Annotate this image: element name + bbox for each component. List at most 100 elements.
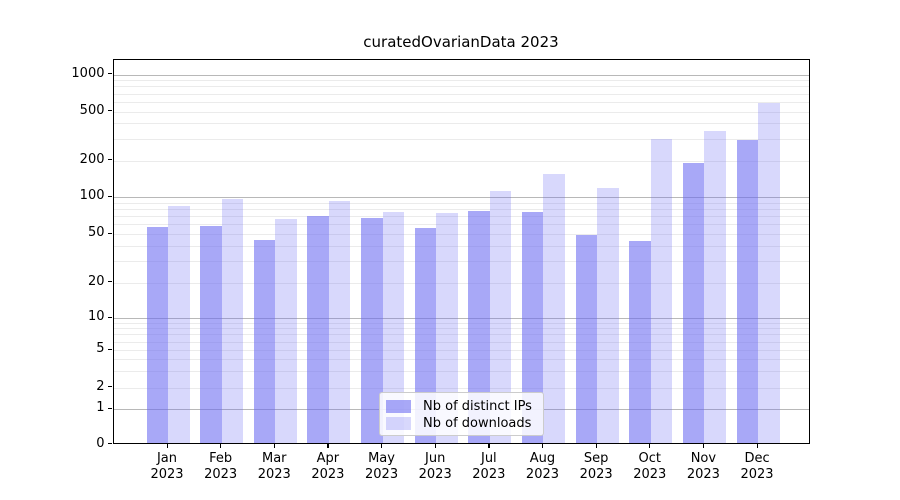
gridline-minor bbox=[113, 387, 809, 389]
y-tick-label: 20 bbox=[87, 273, 105, 289]
y-tick-mark bbox=[108, 232, 112, 234]
gridline-minor bbox=[113, 328, 809, 330]
y-tick-mark bbox=[108, 159, 112, 161]
bar-downloads-may-2023 bbox=[382, 211, 405, 443]
x-tick-mark bbox=[273, 444, 275, 448]
x-tick-label: Oct 2023 bbox=[633, 451, 667, 482]
bar-downloads-aug-2023 bbox=[543, 173, 565, 443]
gridline-minor bbox=[113, 86, 809, 88]
y-tick-mark bbox=[108, 348, 112, 350]
gridline-minor bbox=[113, 322, 809, 324]
gridline-minor bbox=[113, 111, 809, 113]
gridline-major bbox=[113, 74, 809, 76]
bar-downloads-mar-2023 bbox=[275, 219, 297, 443]
bar-downloads-jul-2023 bbox=[489, 190, 512, 443]
legend-swatch-ips-icon bbox=[386, 399, 411, 413]
gridline-minor bbox=[113, 359, 809, 361]
gridline-major bbox=[113, 318, 809, 319]
gridline-minor bbox=[113, 245, 809, 247]
chart-title: curatedOvarianData 2023 bbox=[363, 33, 559, 51]
legend-label-downloads: Nb of downloads bbox=[423, 415, 532, 431]
y-tick-label: 5 bbox=[96, 341, 105, 356]
gridline-minor bbox=[113, 80, 809, 82]
legend-swatch-downloads-icon bbox=[386, 416, 411, 430]
bar-downloads-nov-2023 bbox=[704, 131, 726, 443]
y-tick-mark bbox=[108, 195, 112, 197]
bar-ips-jan-2023 bbox=[146, 227, 168, 443]
x-tick-label: Feb 2023 bbox=[204, 451, 238, 482]
gridline-minor bbox=[113, 350, 809, 351]
y-tick-label: 50 bbox=[87, 225, 105, 240]
y-tick-label: 1000 bbox=[71, 65, 105, 81]
x-tick-label: Mar 2023 bbox=[257, 451, 291, 482]
gridline-minor bbox=[113, 341, 809, 343]
x-tick-label: Jun 2023 bbox=[418, 451, 452, 482]
gridline-minor bbox=[113, 160, 809, 162]
x-tick-mark bbox=[756, 444, 758, 448]
legend-item-ips: Nb of distinct IPs bbox=[386, 398, 536, 414]
bar-downloads-oct-2023 bbox=[650, 139, 673, 443]
gridline-minor bbox=[113, 123, 809, 125]
plot-area bbox=[112, 59, 810, 444]
x-tick-label: Apr 2023 bbox=[311, 451, 345, 482]
bar-ips-dec-2023 bbox=[736, 139, 759, 443]
gridline-minor bbox=[113, 371, 809, 373]
y-tick-label: 200 bbox=[79, 151, 105, 167]
y-tick-mark bbox=[108, 110, 112, 112]
x-tick-label: Nov 2023 bbox=[686, 451, 720, 482]
gridline-minor bbox=[113, 234, 809, 235]
y-tick-mark bbox=[108, 443, 112, 445]
bar-ips-oct-2023 bbox=[629, 240, 651, 443]
gridline-minor bbox=[113, 216, 809, 218]
bar-ips-feb-2023 bbox=[200, 226, 222, 443]
x-tick-mark bbox=[595, 444, 597, 448]
x-tick-mark bbox=[702, 444, 705, 448]
legend-item-downloads: Nb of downloads bbox=[386, 415, 536, 431]
x-tick-label: Sep 2023 bbox=[579, 451, 613, 482]
bar-downloads-apr-2023 bbox=[328, 201, 351, 443]
x-tick-label: Aug 2023 bbox=[525, 451, 560, 482]
bar-ips-mar-2023 bbox=[253, 239, 276, 443]
gridline-minor bbox=[113, 282, 809, 284]
y-tick-mark bbox=[108, 73, 112, 75]
bar-downloads-jan-2023 bbox=[168, 205, 190, 443]
y-tick-mark bbox=[108, 316, 112, 318]
x-tick-label: Jan 2023 bbox=[150, 451, 184, 482]
y-tick-label: 100 bbox=[79, 188, 105, 203]
gridline-major bbox=[113, 197, 809, 198]
y-tick-label: 10 bbox=[87, 309, 105, 324]
x-tick-mark bbox=[381, 444, 383, 448]
x-tick-label: May 2023 bbox=[365, 451, 399, 482]
gridline-minor bbox=[113, 138, 809, 140]
gridline-minor bbox=[113, 224, 809, 226]
gridline-minor bbox=[113, 202, 809, 204]
bar-downloads-sep-2023 bbox=[597, 187, 619, 443]
y-tick-mark bbox=[108, 386, 112, 388]
legend-label-ips: Nb of distinct IPs bbox=[423, 398, 532, 414]
y-tick-label: 2 bbox=[96, 378, 105, 394]
x-tick-mark bbox=[649, 444, 651, 448]
x-tick-label: Jul 2023 bbox=[472, 451, 506, 482]
gridline-minor bbox=[113, 93, 809, 95]
x-tick-label: Dec 2023 bbox=[740, 451, 774, 482]
plot-inner bbox=[113, 60, 809, 443]
gridline-minor bbox=[113, 208, 809, 210]
x-tick-mark bbox=[327, 444, 329, 448]
bar-downloads-dec-2023 bbox=[758, 102, 780, 443]
x-tick-mark bbox=[220, 444, 222, 448]
y-tick-mark bbox=[108, 281, 112, 283]
bar-downloads-feb-2023 bbox=[221, 198, 244, 443]
x-tick-mark bbox=[488, 444, 490, 448]
gridline-minor bbox=[113, 261, 809, 263]
x-tick-mark bbox=[541, 444, 544, 448]
y-tick-label: 500 bbox=[79, 102, 105, 118]
bar-ips-apr-2023 bbox=[307, 216, 329, 443]
bar-ips-sep-2023 bbox=[575, 235, 598, 443]
bar-downloads-jun-2023 bbox=[436, 213, 458, 443]
y-tick-label: 1 bbox=[96, 400, 105, 416]
x-tick-mark bbox=[434, 444, 436, 448]
gridline-minor bbox=[113, 334, 809, 336]
x-tick-mark bbox=[166, 444, 168, 448]
y-tick-mark bbox=[108, 407, 112, 409]
